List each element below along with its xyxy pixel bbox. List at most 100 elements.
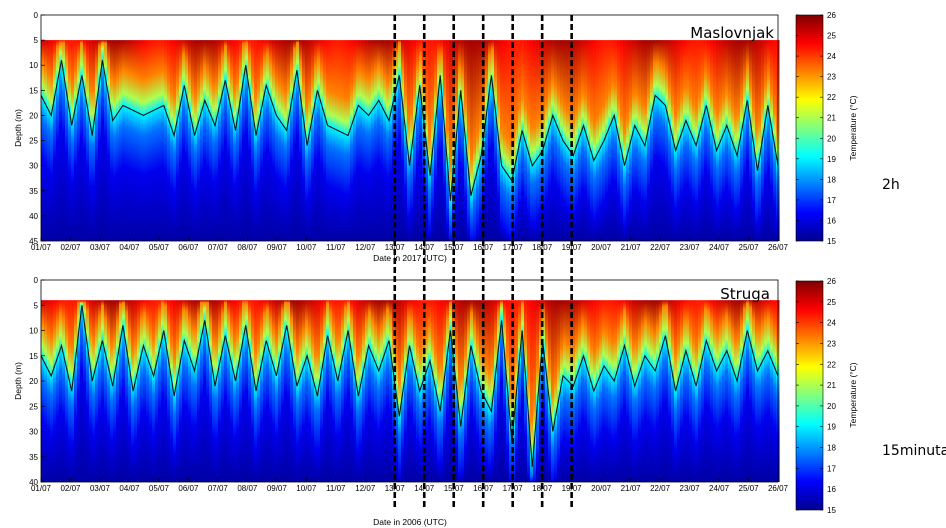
heatmap-column [263, 40, 267, 241]
heatmap-column [707, 40, 711, 241]
heatmap-column [647, 300, 651, 482]
x-tick-label: 26/07 [768, 484, 789, 493]
heatmap-column [770, 40, 774, 241]
y-tick-label: 35 [29, 453, 38, 462]
heatmap-column [491, 300, 495, 482]
heatmap-column [269, 300, 273, 482]
heatmap-column [752, 300, 756, 482]
heatmap-column [374, 300, 378, 482]
heatmap-column [203, 40, 207, 241]
colorbar-tick-label: 22 [827, 360, 836, 369]
heatmap-column [419, 40, 423, 241]
x-tick-label: 08/07 [237, 243, 258, 252]
heatmap-column [389, 300, 393, 482]
heatmap-column [449, 40, 453, 241]
heatmap-column [140, 300, 144, 482]
top-colorbar [795, 14, 824, 242]
heatmap-column [356, 40, 360, 241]
heatmap-column [488, 300, 492, 482]
heatmap-column [752, 40, 756, 241]
heatmap-column [95, 300, 99, 482]
heatmap-column [173, 40, 177, 241]
heatmap-column [458, 300, 462, 482]
bottom-heatmap [41, 280, 780, 482]
heatmap-column [284, 40, 288, 241]
heatmap-column [569, 40, 573, 241]
heatmap-column [98, 300, 102, 482]
heatmap-column [293, 40, 297, 241]
x-tick-label: 22/07 [650, 484, 671, 493]
heatmap-column [473, 40, 477, 241]
heatmap-column [467, 40, 471, 241]
y-tick-label: 20 [29, 377, 38, 386]
heatmap-column [494, 40, 498, 241]
heatmap-column [731, 40, 735, 241]
heatmap-column [533, 300, 537, 482]
heatmap-column [152, 40, 156, 241]
heatmap-column [110, 300, 114, 482]
heatmap-column [503, 40, 507, 241]
heatmap-column [599, 40, 603, 241]
heatmap-column [422, 300, 426, 482]
heatmap-column [95, 40, 99, 241]
heatmap-column [632, 300, 636, 482]
heatmap-column [137, 40, 141, 241]
heatmap-column [590, 300, 594, 482]
heatmap-column [659, 40, 663, 241]
heatmap-column [188, 40, 192, 241]
heatmap-column [518, 300, 522, 482]
top-x-axis-label: Date in 2017 (UTC) [373, 253, 447, 263]
heatmap-column [293, 300, 297, 482]
heatmap-column [152, 300, 156, 482]
heatmap-column [650, 40, 654, 241]
heatmap-column [188, 300, 192, 482]
bottom-panel: 0 5 10 15 20 25 30 35 40 01/07 02/07 03/07 04/07 05/… [13, 276, 946, 527]
heatmap-column [338, 40, 342, 241]
heatmap-column [557, 40, 561, 241]
x-tick-label: 20/07 [591, 484, 612, 493]
heatmap-column [359, 300, 363, 482]
heatmap-column [281, 300, 285, 482]
x-tick-label: 11/07 [326, 243, 346, 252]
heatmap-column [641, 300, 645, 482]
heatmap-column [503, 300, 507, 482]
heatmap-column [461, 300, 465, 482]
heatmap-column [194, 40, 198, 241]
heatmap-column [44, 40, 48, 241]
heatmap-column [332, 300, 336, 482]
heatmap-column [770, 300, 774, 482]
colorbar-tick-label: 19 [827, 423, 836, 432]
heatmap-column [662, 300, 666, 482]
x-tick-label: 24/07 [709, 484, 730, 493]
heatmap-column [182, 300, 186, 482]
heatmap-column [551, 40, 555, 241]
heatmap-column [353, 40, 357, 241]
heatmap-column [608, 300, 612, 482]
heatmap-column [341, 300, 345, 482]
heatmap-column [743, 40, 747, 241]
heatmap-column [467, 300, 471, 482]
heatmap-column [710, 300, 714, 482]
heatmap-column [146, 40, 150, 241]
y-tick-label: 5 [34, 36, 39, 45]
heatmap-column [476, 40, 480, 241]
heatmap-column [749, 40, 753, 241]
heatmap-column [119, 300, 123, 482]
heatmap-column [362, 300, 366, 482]
heatmap-column [662, 40, 666, 241]
heatmap-column [230, 300, 234, 482]
y-tick-label: 40 [29, 478, 38, 487]
heatmap-column [485, 40, 489, 241]
heatmap-column [296, 40, 300, 241]
heatmap-column [377, 300, 381, 482]
heatmap-column [566, 300, 570, 482]
heatmap-column [581, 300, 585, 482]
heatmap-column [653, 300, 657, 482]
heatmap-column [380, 300, 384, 482]
heatmap-column [221, 40, 225, 241]
heatmap-column [269, 40, 273, 241]
heatmap-column [734, 300, 738, 482]
heatmap-column [533, 40, 537, 241]
heatmap-column [212, 40, 216, 241]
heatmap-column [635, 40, 639, 241]
